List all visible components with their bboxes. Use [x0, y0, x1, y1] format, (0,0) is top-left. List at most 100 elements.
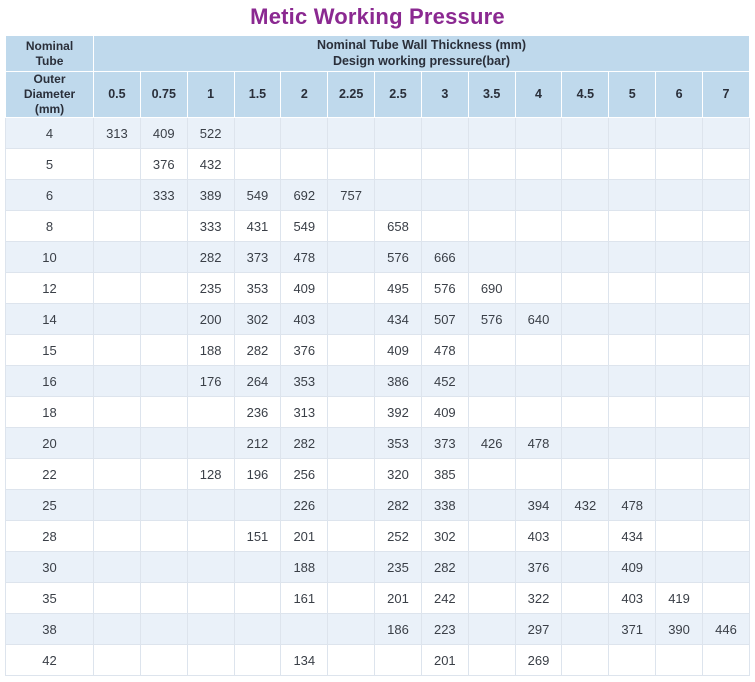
pressure-cell	[701, 272, 751, 304]
pressure-cell	[93, 241, 141, 273]
pressure-cell	[561, 241, 610, 273]
pressure-cell	[701, 427, 751, 459]
pressure-cell	[514, 458, 563, 490]
pressure-cell	[93, 644, 141, 676]
pressure-cell	[467, 396, 516, 428]
pressure-cell	[701, 396, 751, 428]
table-header: Nominal Tube Nominal Tube Wall Thickness…	[5, 35, 751, 118]
pressure-cell	[374, 179, 422, 211]
pressure-cell	[186, 613, 235, 645]
pressure-cell	[561, 458, 610, 490]
pressure-cell: 434	[608, 520, 657, 552]
pressure-cell	[93, 365, 141, 397]
pressure-cell: 188	[186, 334, 235, 366]
pressure-cell: 478	[420, 334, 469, 366]
pressure-cell	[561, 644, 610, 676]
diameter-cell: 35	[5, 582, 94, 614]
pressure-cell: 338	[420, 489, 469, 521]
pressure-cell	[608, 241, 657, 273]
diameter-cell: 25	[5, 489, 94, 521]
pressure-cell	[93, 427, 141, 459]
pressure-cell	[93, 582, 141, 614]
pressure-cell: 188	[280, 551, 329, 583]
pressure-table: Nominal Tube Nominal Tube Wall Thickness…	[5, 35, 751, 676]
pressure-cell: 434	[374, 303, 422, 335]
pressure-cell	[608, 458, 657, 490]
table-row: 18 236 313 392 409	[5, 396, 751, 428]
pressure-cell	[186, 396, 235, 428]
thickness-column-header: 2	[280, 71, 329, 118]
pressure-cell: 757	[327, 179, 376, 211]
table-row: 16 176 264 353 386 452	[5, 365, 751, 397]
pressure-cell	[514, 210, 563, 242]
pressure-cell	[93, 458, 141, 490]
pressure-cell	[139, 272, 188, 304]
pressure-cell: 297	[514, 613, 563, 645]
pressure-cell	[655, 241, 703, 273]
diameter-cell: 30	[5, 551, 94, 583]
pressure-cell: 403	[514, 520, 563, 552]
pressure-cell	[561, 148, 610, 180]
pressure-cell: 161	[280, 582, 329, 614]
pressure-cell	[514, 179, 563, 211]
pressure-cell: 522	[186, 117, 235, 149]
pressure-cell	[186, 644, 235, 676]
pressure-cell	[327, 613, 376, 645]
pressure-cell	[514, 365, 563, 397]
table-row: 28 151 201 252 302 403 434	[5, 520, 751, 552]
pressure-cell	[327, 272, 376, 304]
pressure-cell	[608, 272, 657, 304]
pressure-cell: 386	[374, 365, 422, 397]
table-body: 4 313 409 522 5 376 432 6 333 389 549 692 757 8 333 431…	[5, 117, 751, 676]
pressure-cell	[327, 458, 376, 490]
pressure-cell	[561, 117, 610, 149]
pressure-cell	[186, 427, 235, 459]
table-row: 6 333 389 549 692 757	[5, 179, 751, 211]
pressure-cell: 256	[280, 458, 329, 490]
thickness-column-header: 4	[514, 71, 563, 118]
pressure-cell: 432	[186, 148, 235, 180]
pressure-cell: 640	[514, 303, 563, 335]
pressure-cell	[280, 613, 329, 645]
table-row: 10 282 373 478 576 666	[5, 241, 751, 273]
pressure-cell: 313	[280, 396, 329, 428]
pressure-cell	[139, 365, 188, 397]
pressure-cell: 409	[280, 272, 329, 304]
pressure-cell: 201	[374, 582, 422, 614]
pressure-cell	[327, 210, 376, 242]
pressure-cell: 264	[233, 365, 282, 397]
diameter-cell: 42	[5, 644, 94, 676]
pressure-cell	[139, 241, 188, 273]
pressure-cell	[514, 272, 563, 304]
pressure-cell	[561, 613, 610, 645]
pressure-cell	[327, 117, 376, 149]
pressure-cell	[514, 148, 563, 180]
pressure-cell: 478	[514, 427, 563, 459]
pressure-cell	[233, 117, 282, 149]
pressure-cell	[467, 458, 516, 490]
pressure-cell: 196	[233, 458, 282, 490]
pressure-cell: 394	[514, 489, 563, 521]
pressure-cell: 409	[420, 396, 469, 428]
wall-thickness-header: Nominal Tube Wall Thickness (mm) Design …	[93, 35, 750, 72]
pressure-cell	[93, 148, 141, 180]
thickness-column-header: 7	[701, 71, 751, 118]
pressure-cell: 446	[701, 613, 751, 645]
pressure-cell	[514, 396, 563, 428]
pressure-cell	[467, 334, 516, 366]
pressure-cell	[467, 551, 516, 583]
pressure-cell	[701, 334, 751, 366]
pressure-cell	[139, 520, 188, 552]
pressure-cell	[93, 613, 141, 645]
pressure-cell	[608, 644, 657, 676]
pressure-cell	[93, 489, 141, 521]
pressure-cell	[467, 520, 516, 552]
pressure-cell: 392	[374, 396, 422, 428]
pressure-cell	[655, 396, 703, 428]
pressure-cell: 226	[280, 489, 329, 521]
pressure-cell: 576	[467, 303, 516, 335]
pressure-cell: 302	[233, 303, 282, 335]
pressure-cell: 432	[561, 489, 610, 521]
table-row: 22 128 196 256 320 385	[5, 458, 751, 490]
pressure-cell: 409	[374, 334, 422, 366]
